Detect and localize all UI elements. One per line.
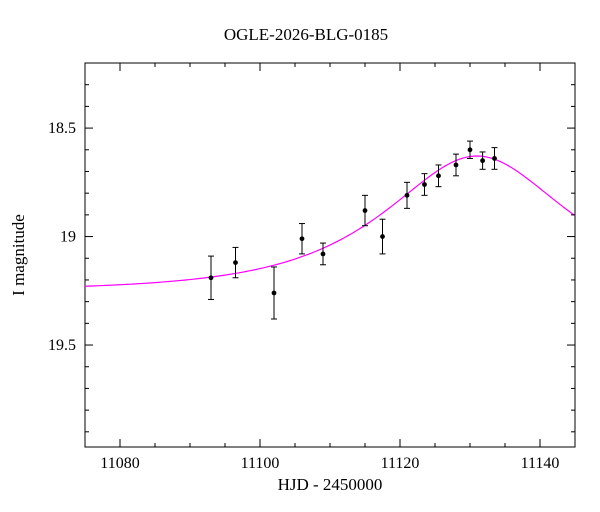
photometry-marker — [271, 290, 277, 296]
photometry-marker — [380, 234, 385, 239]
data-point — [362, 194, 368, 227]
data-point — [479, 151, 486, 170]
data-point — [491, 147, 498, 170]
photometry-marker — [320, 251, 326, 257]
photometry-marker — [492, 156, 497, 161]
x-tick-label: 11100 — [241, 455, 280, 472]
plot-frame — [84, 62, 576, 448]
data-point — [208, 255, 214, 300]
y-tick-label: 19 — [60, 229, 76, 246]
data-point — [299, 223, 305, 255]
tick-labels: 11080 11100 11120 11140 18.5 19 19.5 — [48, 120, 559, 472]
photometry-marker — [436, 173, 441, 179]
x-axis-label: HJD - 2450000 — [278, 475, 383, 494]
data-point — [271, 266, 277, 320]
data-points — [208, 140, 498, 320]
data-point — [232, 246, 239, 279]
data-point — [435, 164, 442, 188]
data-point — [453, 153, 459, 177]
data-point — [320, 242, 326, 266]
photometry-marker — [362, 208, 368, 213]
data-point — [379, 218, 386, 255]
photometry-marker — [480, 158, 485, 164]
photometry-marker — [299, 236, 305, 242]
chart-title: OGLE-2026-BLG-0185 — [224, 25, 388, 44]
data-point — [404, 181, 410, 209]
data-point — [421, 173, 428, 196]
x-tick-label: 11080 — [100, 455, 139, 472]
axis-ticks — [85, 63, 575, 447]
photometry-marker — [453, 162, 459, 168]
photometry-marker — [422, 182, 427, 187]
y-tick-label: 18.5 — [48, 120, 76, 137]
y-axis-label: I magnitude — [9, 214, 28, 296]
photometry-marker — [404, 192, 410, 198]
y-tick-label: 19.5 — [48, 337, 76, 354]
model-light-curve — [84, 155, 576, 287]
data-point — [467, 140, 473, 159]
plot-border — [84, 62, 576, 448]
photometry-marker — [233, 260, 238, 265]
x-tick-label: 11140 — [521, 455, 560, 472]
x-tick-label: 11120 — [381, 455, 420, 472]
photometry-marker — [208, 275, 214, 281]
photometry-marker — [467, 147, 473, 153]
model-curve — [84, 155, 576, 287]
